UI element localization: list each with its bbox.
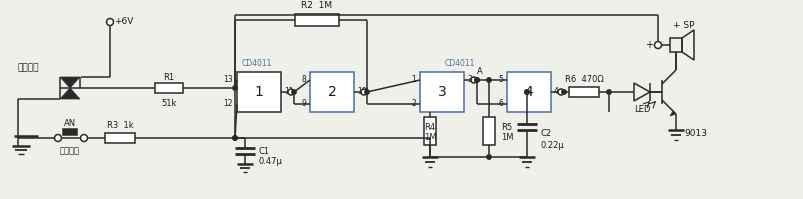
- Bar: [310, 72, 353, 112]
- Text: 解除按钮: 解除按钮: [60, 146, 80, 155]
- Circle shape: [361, 89, 366, 95]
- Text: CD4011: CD4011: [242, 60, 272, 68]
- Circle shape: [291, 90, 296, 94]
- Text: 3: 3: [437, 85, 446, 99]
- Circle shape: [486, 155, 491, 159]
- Text: 6: 6: [498, 100, 503, 108]
- Text: 13: 13: [223, 75, 233, 85]
- Bar: [423, 117, 435, 145]
- Text: R6  470Ω: R6 470Ω: [564, 74, 602, 84]
- Text: 0.22μ: 0.22μ: [540, 140, 564, 149]
- Circle shape: [365, 90, 369, 94]
- Text: 3: 3: [467, 75, 471, 85]
- Circle shape: [287, 89, 294, 95]
- Text: 0.47μ: 0.47μ: [259, 157, 283, 167]
- Text: 11: 11: [283, 88, 293, 97]
- Text: R1: R1: [163, 72, 174, 82]
- Bar: [669, 38, 681, 52]
- Text: +6V: +6V: [114, 17, 133, 25]
- Text: 9: 9: [301, 100, 306, 108]
- Circle shape: [106, 19, 113, 25]
- Text: 2: 2: [411, 100, 415, 108]
- Circle shape: [471, 77, 476, 83]
- Bar: [419, 72, 463, 112]
- Polygon shape: [60, 77, 80, 88]
- Text: R5: R5: [500, 124, 512, 133]
- Text: LED: LED: [633, 104, 650, 113]
- Text: C2: C2: [540, 130, 552, 139]
- Bar: [483, 117, 495, 145]
- Circle shape: [654, 42, 661, 49]
- Circle shape: [524, 90, 528, 94]
- Circle shape: [557, 89, 563, 95]
- Circle shape: [233, 136, 237, 140]
- Bar: [507, 72, 550, 112]
- Circle shape: [80, 135, 88, 141]
- Circle shape: [606, 90, 610, 94]
- Text: 12: 12: [223, 100, 233, 108]
- Circle shape: [524, 90, 528, 94]
- Text: 9013: 9013: [683, 130, 706, 139]
- Text: 1: 1: [255, 85, 263, 99]
- Text: R2  1M: R2 1M: [301, 2, 332, 11]
- Circle shape: [561, 90, 565, 94]
- Text: A: A: [476, 67, 483, 76]
- Text: 2: 2: [327, 85, 336, 99]
- Bar: [569, 87, 598, 97]
- Text: 4: 4: [524, 85, 532, 99]
- Text: 4: 4: [553, 88, 558, 97]
- Text: R3  1k: R3 1k: [107, 121, 133, 130]
- Circle shape: [475, 78, 479, 82]
- Bar: [63, 129, 77, 135]
- Text: 8: 8: [301, 75, 306, 85]
- Text: 触发开关: 触发开关: [17, 63, 39, 72]
- Polygon shape: [669, 111, 675, 116]
- Polygon shape: [60, 88, 80, 99]
- Text: 1M: 1M: [500, 134, 513, 142]
- Text: 5: 5: [498, 75, 503, 85]
- Bar: [237, 72, 281, 112]
- Text: R4: R4: [424, 124, 435, 133]
- Text: +: +: [644, 40, 652, 50]
- Circle shape: [55, 135, 61, 141]
- Text: 10: 10: [357, 88, 366, 97]
- Text: + SP: + SP: [672, 21, 694, 30]
- Circle shape: [233, 86, 237, 90]
- Bar: [105, 133, 135, 143]
- Circle shape: [475, 78, 479, 82]
- Circle shape: [486, 78, 491, 82]
- Text: 1: 1: [411, 75, 415, 85]
- Bar: [295, 14, 339, 26]
- Text: 51k: 51k: [161, 99, 177, 107]
- Text: C1: C1: [259, 147, 270, 156]
- Text: 1M: 1M: [423, 134, 436, 142]
- Circle shape: [233, 136, 237, 140]
- Bar: [155, 83, 183, 93]
- Text: CD4011: CD4011: [444, 60, 475, 68]
- Text: AN: AN: [64, 120, 76, 129]
